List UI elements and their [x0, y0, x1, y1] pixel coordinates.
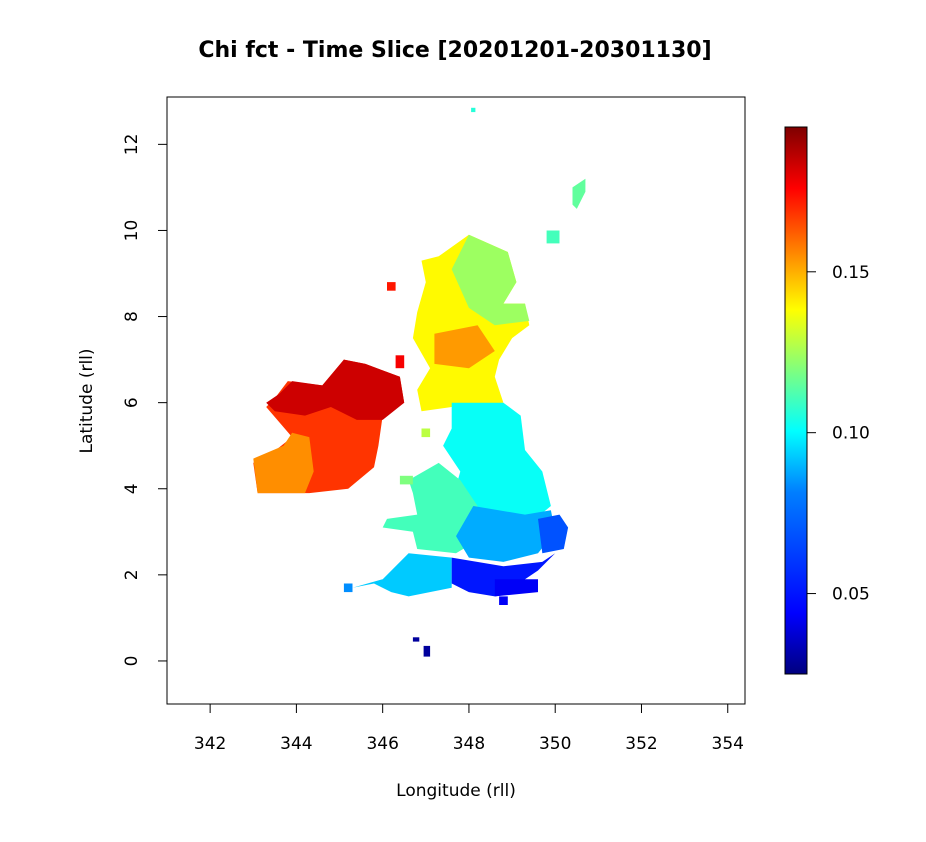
region-isle-of-man [421, 428, 431, 438]
x-tick-label: 344 [280, 734, 312, 754]
region-channel-1 [412, 637, 420, 642]
x-axis-label: Longitude (rll) [396, 781, 516, 801]
x-tick-label: 346 [366, 734, 398, 754]
colorbar-tick-label: 0.15 [832, 263, 870, 283]
y-axis-label: Latitude (rll) [77, 348, 97, 453]
region-south-coast [494, 579, 538, 597]
region-hebrides-1 [395, 355, 405, 369]
x-tick-label: 348 [453, 734, 485, 754]
region-highlands [451, 234, 530, 326]
x-tick-label: 342 [194, 734, 226, 754]
region-hebrides-2 [387, 282, 396, 291]
plot-frame [166, 96, 746, 705]
x-tick-label: 354 [712, 734, 744, 754]
region-anglesey [399, 475, 413, 485]
region-channel-2 [423, 645, 431, 657]
x-axis: 342 344 346 348 350 352 354 [194, 704, 744, 754]
region-south-west [352, 553, 452, 597]
y-tick-label: 12 [122, 134, 142, 156]
region-wales [382, 462, 478, 554]
region-central-belt [434, 325, 495, 369]
region-shetland [572, 178, 586, 209]
y-tick-label: 0 [122, 656, 142, 667]
region-north-ireland [266, 359, 405, 420]
colorbar-tick-label: 0.05 [832, 585, 870, 605]
colorbar-tick-label: 0.10 [832, 424, 870, 444]
region-scilly [343, 583, 353, 593]
colorbar-ticks: 0.05 0.10 0.15 [807, 263, 870, 605]
y-axis: 0 2 4 6 8 10 12 [122, 134, 167, 667]
region-east-anglia [538, 514, 569, 554]
y-tick-label: 8 [122, 311, 142, 322]
colorbar-gradient [784, 126, 808, 675]
region-south-east [451, 553, 556, 597]
chart-title: Chi fct - Time Slice [20201201-20301130] [198, 38, 711, 63]
region-fair-isle [471, 107, 476, 113]
x-tick-label: 350 [539, 734, 571, 754]
map-regions [253, 107, 586, 657]
region-wight [499, 596, 508, 605]
region-orkney [546, 230, 560, 244]
y-tick-label: 6 [122, 397, 142, 408]
region-west-ireland [253, 432, 314, 494]
colorbar: 0.05 0.10 0.15 [784, 126, 870, 675]
y-tick-label: 2 [122, 569, 142, 580]
y-tick-label: 10 [122, 220, 142, 242]
x-tick-label: 352 [625, 734, 657, 754]
region-midlands [456, 506, 556, 562]
y-tick-label: 4 [122, 483, 142, 494]
